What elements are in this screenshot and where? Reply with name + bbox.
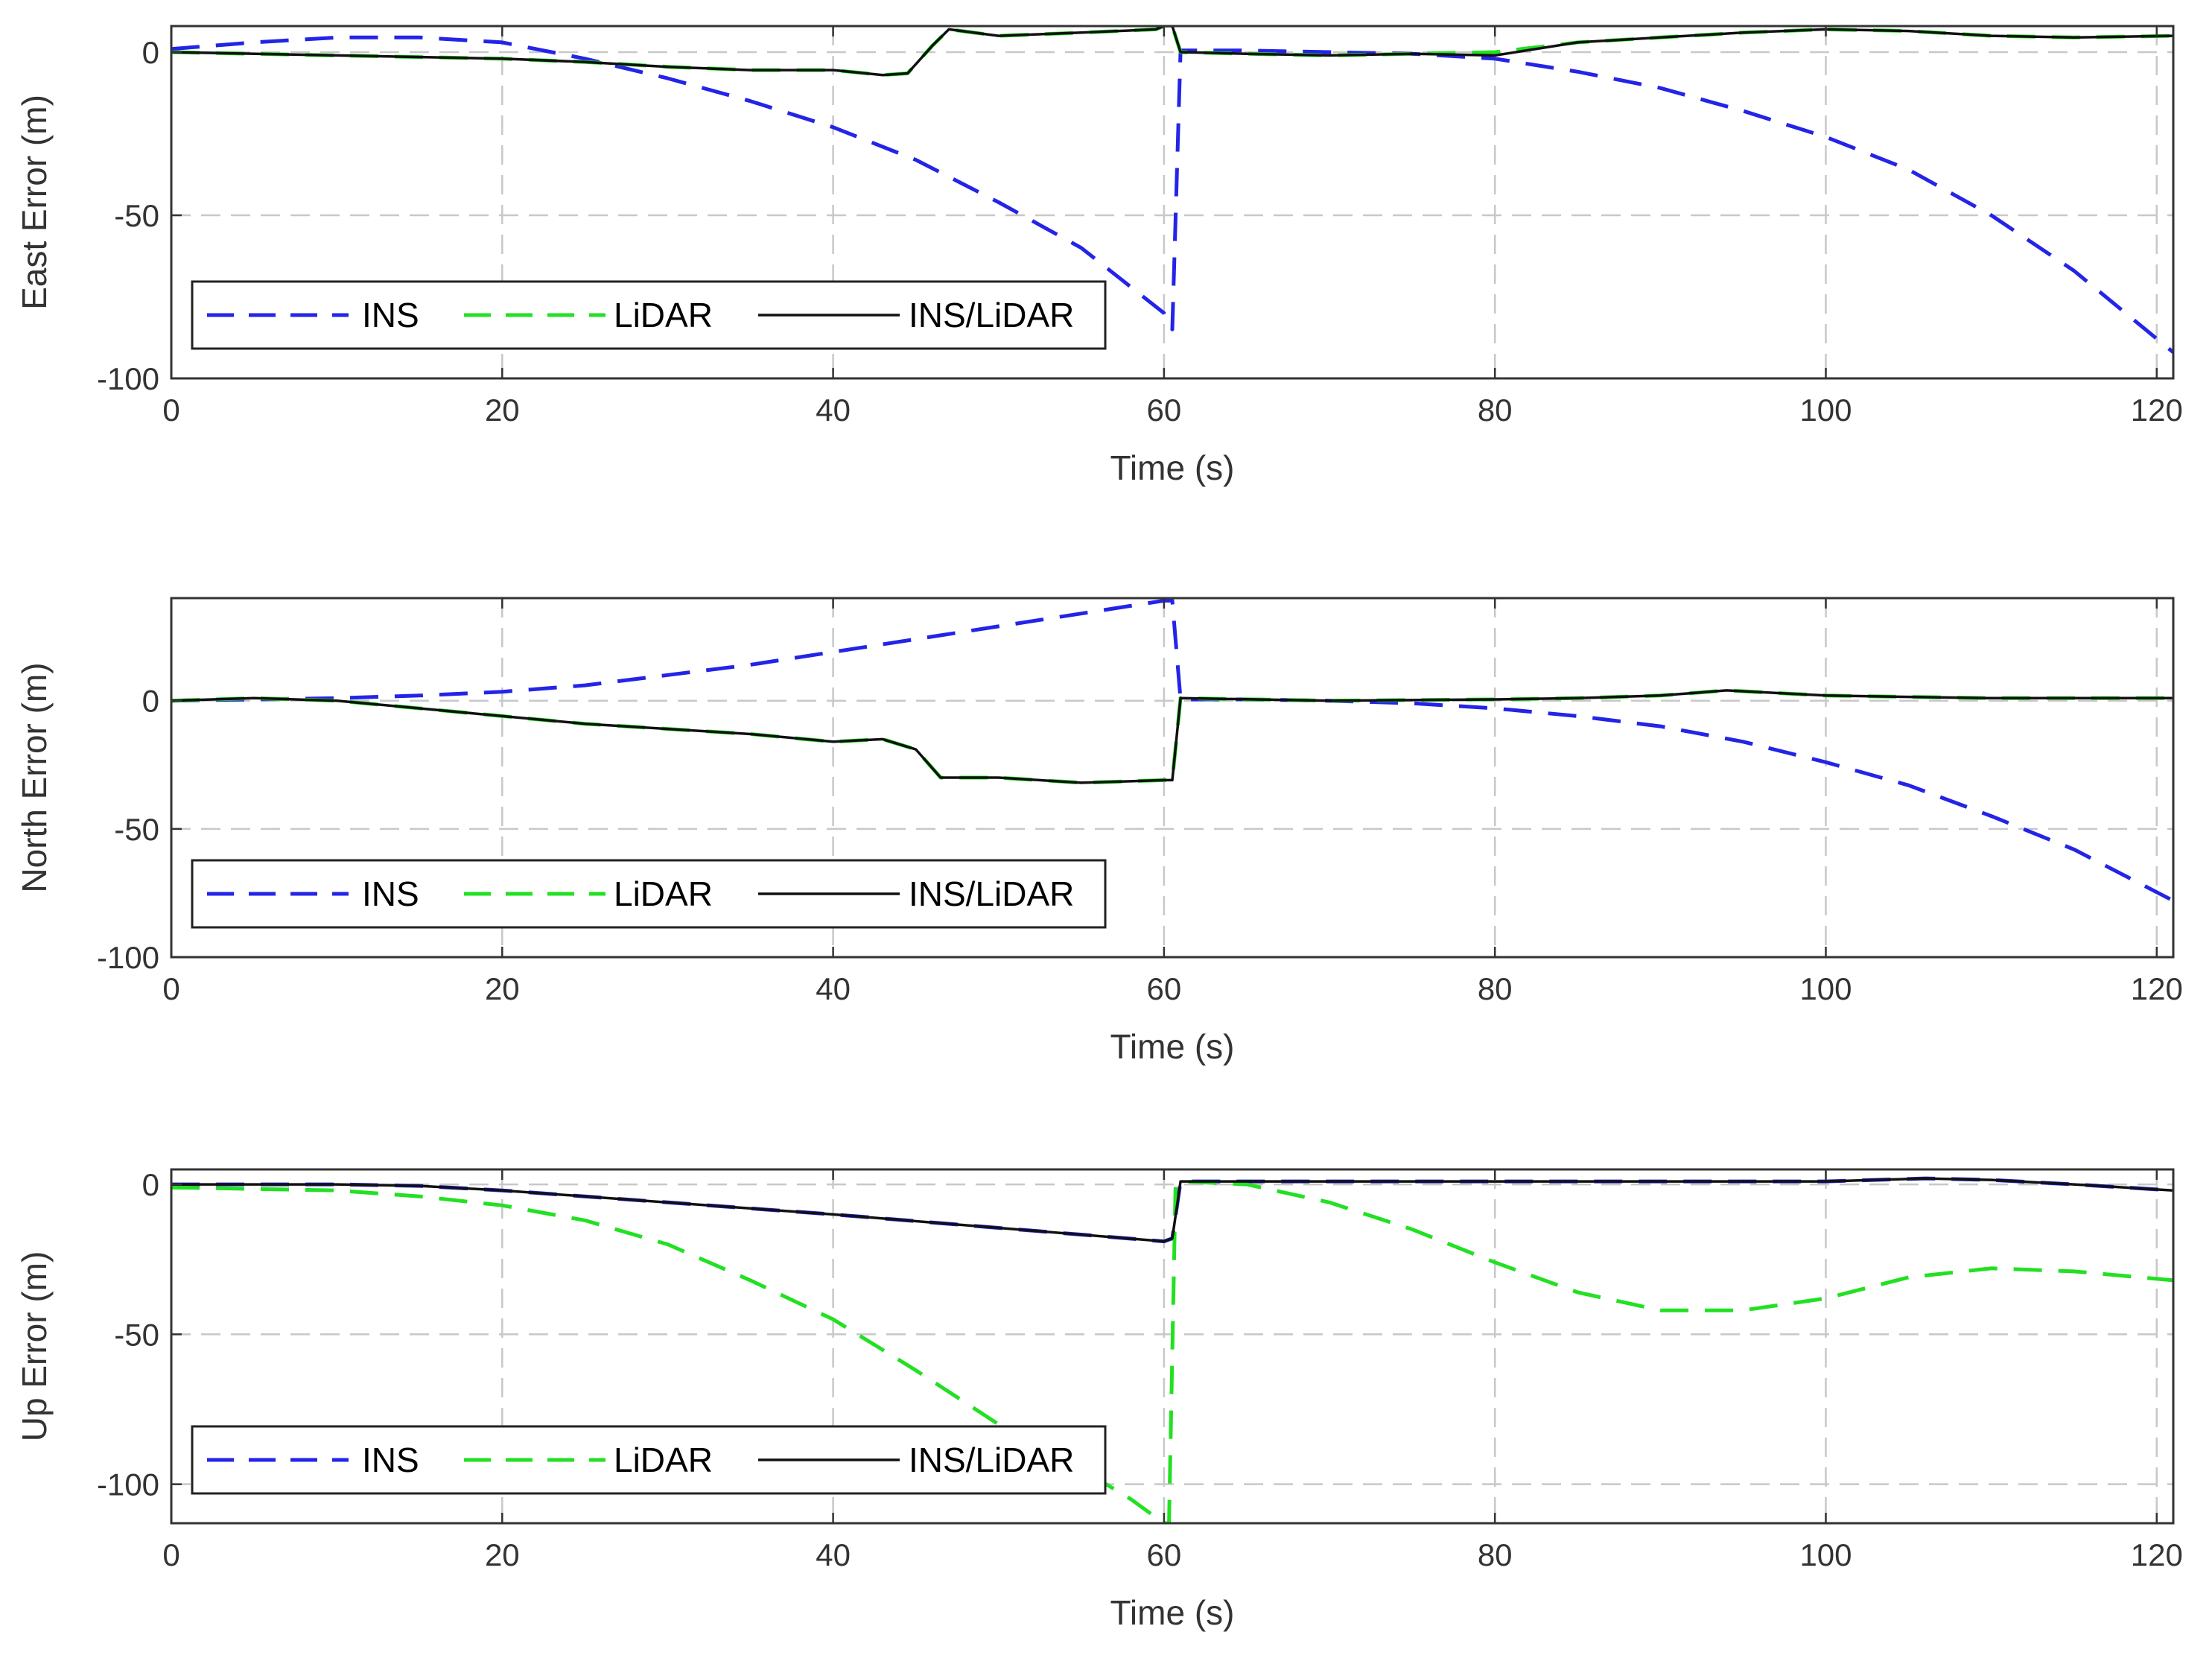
y-tick-label: -50 bbox=[114, 812, 159, 847]
x-tick-label: 120 bbox=[2131, 393, 2183, 428]
y-tick-label: 0 bbox=[142, 684, 159, 719]
legend-ins-label: INS bbox=[362, 296, 419, 334]
y-tick-label: -100 bbox=[97, 361, 159, 396]
x-tick-label: 80 bbox=[1478, 393, 1513, 428]
legend-fused-label: INS/LiDAR bbox=[909, 296, 1074, 334]
x-axis-label: Time (s) bbox=[1110, 1027, 1235, 1066]
up-error-panel: 0 20 40 60 80 100 120 0 -50 -100 Time (s) Up Error … bbox=[15, 1167, 2183, 1632]
axes-frame bbox=[170, 597, 2175, 959]
x-axis-label: Time (s) bbox=[1110, 448, 1235, 487]
legend: INS LiDAR INS/LiDAR bbox=[191, 859, 1107, 929]
x-tick-label: 20 bbox=[485, 1537, 520, 1572]
x-tick-label: 80 bbox=[1478, 1537, 1513, 1572]
y-tick-label: -100 bbox=[97, 940, 159, 975]
y-tick-label: -50 bbox=[114, 1317, 159, 1352]
x-tick-label: 60 bbox=[1147, 1537, 1182, 1572]
x-tick-label: 20 bbox=[485, 393, 520, 428]
x-tick-label: 120 bbox=[2131, 1537, 2183, 1572]
x-tick-label: 40 bbox=[816, 1537, 851, 1572]
y-tick-label: 0 bbox=[142, 35, 159, 70]
x-tick-label: 100 bbox=[1799, 971, 1852, 1006]
series-ins-line bbox=[171, 598, 2173, 903]
y-axis-label: East Error (m) bbox=[15, 95, 54, 310]
x-tick-label: 0 bbox=[162, 393, 179, 428]
y-tick-label: -100 bbox=[97, 1467, 159, 1502]
y-tick-label: -50 bbox=[114, 198, 159, 233]
east-error-panel: 0 20 40 60 80 100 120 0 -50 -100 Time (s) East Erro… bbox=[15, 25, 2183, 487]
x-tick-label: 40 bbox=[816, 971, 851, 1006]
series-ins-lidar-line bbox=[171, 26, 2173, 77]
series-ins-lidar-line bbox=[171, 689, 2173, 784]
legend-lidar-label: LiDAR bbox=[614, 874, 713, 913]
x-axis-label: Time (s) bbox=[1110, 1593, 1235, 1632]
legend-lidar-label: LiDAR bbox=[614, 1441, 713, 1479]
x-tick-label: 60 bbox=[1147, 393, 1182, 428]
legend: INS LiDAR INS/LiDAR bbox=[191, 1425, 1107, 1495]
y-axis-label: North Error (m) bbox=[15, 662, 54, 892]
series-ins-lidar-line bbox=[171, 1177, 2173, 1243]
legend-fused-label: INS/LiDAR bbox=[909, 874, 1074, 913]
series-lidar-line bbox=[171, 1179, 2173, 1523]
y-tick-label: 0 bbox=[142, 1167, 159, 1202]
x-tick-label: 100 bbox=[1799, 393, 1852, 428]
x-tick-label: 120 bbox=[2131, 971, 2183, 1006]
x-tick-label: 100 bbox=[1799, 1537, 1852, 1572]
x-tick-label: 60 bbox=[1147, 971, 1182, 1006]
x-tick-label: 0 bbox=[162, 971, 179, 1006]
legend-fused-label: INS/LiDAR bbox=[909, 1441, 1074, 1479]
legend: INS LiDAR INS/LiDAR bbox=[191, 280, 1107, 350]
x-tick-label: 80 bbox=[1478, 971, 1513, 1006]
legend-lidar-label: LiDAR bbox=[614, 296, 713, 334]
y-axis-label: Up Error (m) bbox=[15, 1251, 54, 1442]
x-tick-label: 40 bbox=[816, 393, 851, 428]
axes-frame bbox=[170, 1168, 2175, 1525]
axes-frame bbox=[170, 25, 2175, 380]
x-tick-label: 20 bbox=[485, 971, 520, 1006]
series-ins-line bbox=[171, 35, 2173, 354]
x-tick-label: 0 bbox=[162, 1537, 179, 1572]
legend-ins-label: INS bbox=[362, 1441, 419, 1479]
north-error-panel: 0 20 40 60 80 100 120 0 -50 -100 Time (s) North Err… bbox=[15, 597, 2183, 1066]
legend-ins-label: INS bbox=[362, 874, 419, 913]
